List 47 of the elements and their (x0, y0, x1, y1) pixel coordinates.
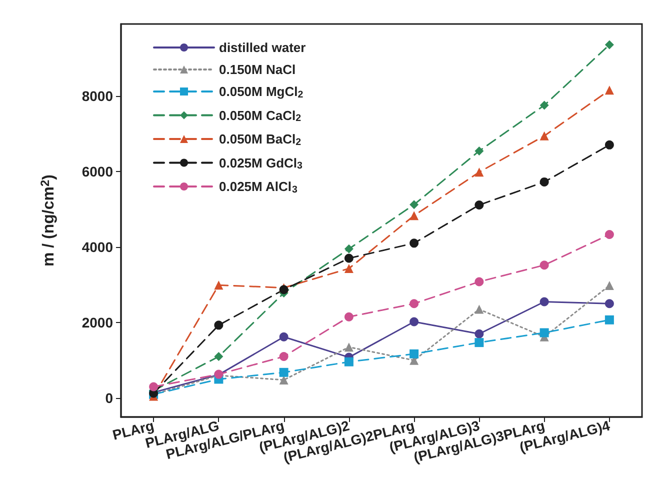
point (344, 244, 354, 254)
point (410, 317, 419, 326)
point (410, 200, 419, 210)
y-tick-label: 8000 (82, 88, 114, 104)
point (214, 352, 224, 362)
point (604, 40, 614, 50)
point (214, 320, 224, 330)
y-axis-title: m / (ng/cm2) (38, 174, 58, 267)
point (410, 349, 419, 358)
point (540, 328, 549, 338)
point (474, 200, 484, 210)
point (344, 342, 354, 352)
point (474, 338, 484, 348)
point (474, 304, 484, 314)
point (604, 315, 614, 324)
point (540, 131, 549, 140)
point (604, 86, 614, 95)
point (344, 357, 354, 366)
point (410, 211, 419, 220)
point (279, 352, 288, 362)
point (604, 140, 614, 150)
point (344, 254, 354, 263)
point (604, 280, 614, 290)
point (540, 260, 549, 270)
point (279, 332, 288, 342)
point (474, 168, 484, 177)
point (410, 299, 419, 308)
point (214, 280, 224, 290)
point (604, 230, 614, 239)
legend-label: 0.150M NaCl (219, 62, 296, 77)
point (540, 100, 549, 110)
y-tick-label: 6000 (82, 163, 114, 180)
point (344, 264, 354, 273)
point (604, 299, 614, 308)
point (279, 368, 288, 377)
point (410, 238, 419, 248)
point (474, 329, 484, 338)
point (474, 146, 484, 156)
y-tick-label: 2000 (82, 314, 114, 331)
point (149, 382, 158, 392)
point (474, 277, 484, 286)
y-tick-label: 0 (105, 390, 114, 406)
point (540, 297, 549, 306)
legend-label: distilled water (219, 40, 306, 55)
point (540, 177, 549, 186)
y-tick-label: 4000 (82, 238, 114, 255)
point (344, 312, 354, 322)
